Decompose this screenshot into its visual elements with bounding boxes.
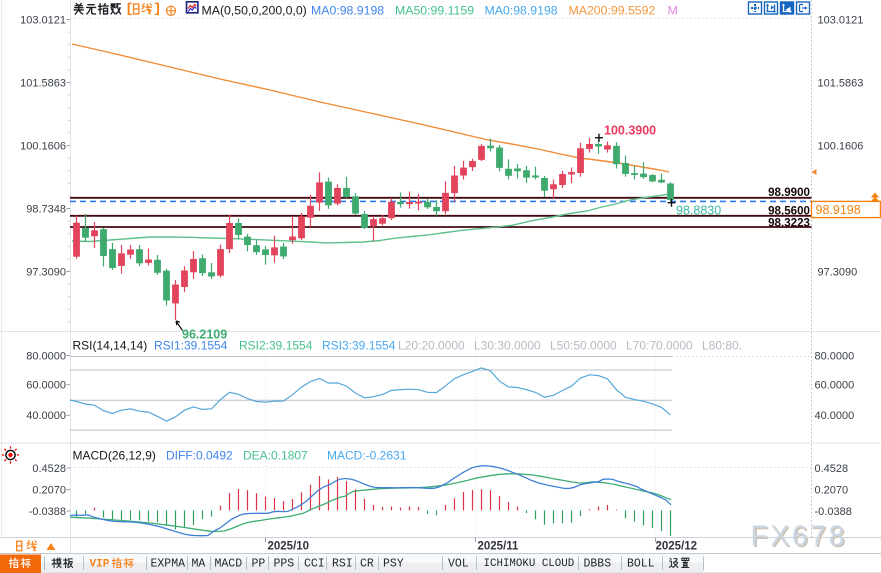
svg-text:MA0:98.9198: MA0:98.9198 xyxy=(311,4,384,18)
svg-text:L20:20.0000: L20:20.0000 xyxy=(398,339,465,353)
svg-text:100.1606: 100.1606 xyxy=(818,140,864,152)
svg-text:PP: PP xyxy=(252,558,266,571)
svg-text:98.9198: 98.9198 xyxy=(816,203,861,217)
svg-text:BOLL: BOLL xyxy=(627,558,655,571)
svg-text:40.0000: 40.0000 xyxy=(26,410,66,422)
svg-text:DIFF:0.0492: DIFF:0.0492 xyxy=(166,449,233,463)
svg-text:MACD:-0.2631: MACD:-0.2631 xyxy=(327,449,407,463)
svg-text:-0.0388: -0.0388 xyxy=(815,506,852,518)
svg-text:97.3090: 97.3090 xyxy=(818,266,858,278)
svg-text:CCI: CCI xyxy=(304,558,325,571)
svg-text:MA(0,50,0,200,0,0): MA(0,50,0,200,0,0) xyxy=(202,4,307,18)
svg-text:96.2109: 96.2109 xyxy=(182,328,227,342)
svg-text:MA50:99.1159: MA50:99.1159 xyxy=(395,4,474,18)
svg-text:L80:80.: L80:80. xyxy=(702,339,742,353)
svg-text:97.3090: 97.3090 xyxy=(26,266,66,278)
svg-text:98.3223: 98.3223 xyxy=(768,217,810,230)
svg-text:103.0121: 103.0121 xyxy=(818,14,864,26)
svg-text:CR: CR xyxy=(360,558,374,571)
svg-text:0.4528: 0.4528 xyxy=(815,463,849,475)
svg-text:80.0000: 80.0000 xyxy=(26,350,66,362)
svg-text:98.8830: 98.8830 xyxy=(676,204,721,218)
svg-text:98.5600: 98.5600 xyxy=(768,205,810,218)
svg-text:40.0000: 40.0000 xyxy=(815,410,855,422)
svg-text:2025/12: 2025/12 xyxy=(656,541,698,553)
svg-text:98.7348: 98.7348 xyxy=(26,203,66,215)
svg-text:2025/11: 2025/11 xyxy=(478,541,520,553)
svg-text:L70:70.0000: L70:70.0000 xyxy=(626,339,693,353)
svg-text:EXPMA: EXPMA xyxy=(151,558,186,571)
svg-text:101.5863: 101.5863 xyxy=(818,77,864,89)
svg-text:RSI1:39.1554: RSI1:39.1554 xyxy=(154,339,228,353)
svg-text:DBBS: DBBS xyxy=(584,558,612,571)
svg-text:100.3900: 100.3900 xyxy=(604,124,656,138)
svg-text:DEA:0.1807: DEA:0.1807 xyxy=(243,449,308,463)
svg-text:PSY: PSY xyxy=(383,558,404,571)
svg-text:PPS: PPS xyxy=(274,558,295,571)
svg-text:M: M xyxy=(668,4,678,18)
svg-text:MACD(26,12,9): MACD(26,12,9) xyxy=(73,449,156,463)
svg-text:RSI2:39.1554: RSI2:39.1554 xyxy=(239,339,313,353)
svg-text:100.1606: 100.1606 xyxy=(20,140,66,152)
svg-text:101.5863: 101.5863 xyxy=(20,77,66,89)
svg-text:VOL: VOL xyxy=(448,558,469,571)
svg-text:2025/10: 2025/10 xyxy=(268,541,310,553)
svg-text:RSI(14,14,14): RSI(14,14,14) xyxy=(73,339,148,353)
svg-text:MA200:99.5592: MA200:99.5592 xyxy=(569,4,656,18)
svg-text:MA: MA xyxy=(192,558,206,571)
svg-text:98.9900: 98.9900 xyxy=(768,186,810,199)
svg-text:60.0000: 60.0000 xyxy=(815,379,855,391)
svg-text:ICHIMOKU CLOUD: ICHIMOKU CLOUD xyxy=(484,558,575,570)
svg-text:VIP: VIP xyxy=(90,559,110,571)
svg-text:MACD: MACD xyxy=(215,558,243,571)
svg-text:RSI: RSI xyxy=(332,558,353,571)
svg-text:MA0:98.9198: MA0:98.9198 xyxy=(485,4,558,18)
svg-text:103.0121: 103.0121 xyxy=(20,14,66,26)
svg-text:L30:30.0000: L30:30.0000 xyxy=(474,339,541,353)
svg-text:60.0000: 60.0000 xyxy=(26,379,66,391)
svg-text:RSI3:39.1554: RSI3:39.1554 xyxy=(322,339,396,353)
svg-text:-0.0388: -0.0388 xyxy=(29,506,66,518)
svg-text:80.0000: 80.0000 xyxy=(815,350,855,362)
svg-text:FX678: FX678 xyxy=(751,521,847,553)
svg-text:0.4528: 0.4528 xyxy=(32,463,66,475)
svg-text:L50:50.0000: L50:50.0000 xyxy=(550,339,617,353)
svg-text:0.2070: 0.2070 xyxy=(815,484,849,496)
svg-text:0.2070: 0.2070 xyxy=(32,484,66,496)
svg-text:FX678: FX678 xyxy=(752,522,848,554)
